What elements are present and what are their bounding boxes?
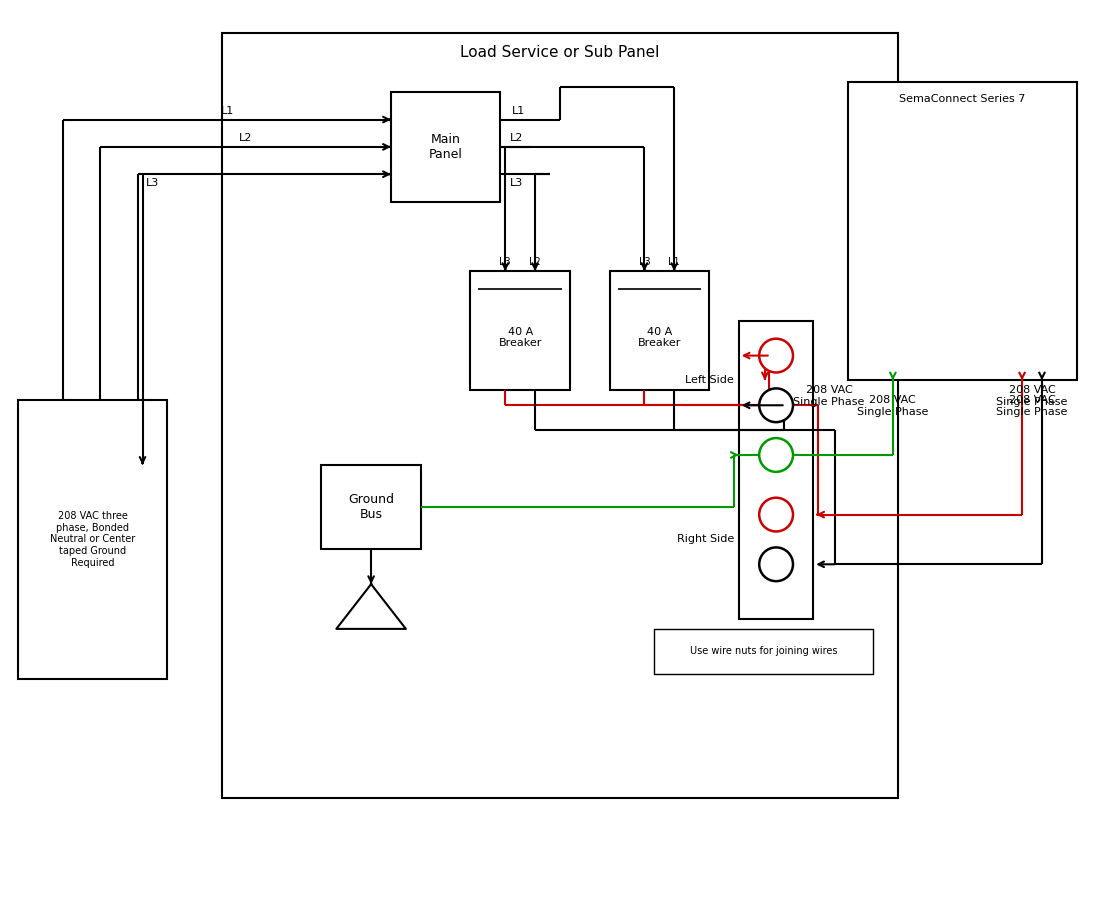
Circle shape [759, 389, 793, 422]
Circle shape [759, 438, 793, 472]
Bar [19, 400, 167, 679]
Text: L3: L3 [510, 178, 524, 188]
Text: 40 A
Breaker: 40 A Breaker [498, 327, 542, 348]
Text: 208 VAC
Single Phase: 208 VAC Single Phase [793, 385, 865, 407]
Bar [471, 271, 570, 391]
Bar [222, 32, 898, 797]
Bar [654, 629, 873, 673]
Text: L2: L2 [239, 133, 252, 143]
Text: L3: L3 [639, 257, 650, 267]
Text: L1: L1 [220, 105, 233, 115]
Bar [609, 271, 710, 391]
Text: L2: L2 [529, 257, 541, 267]
Text: 40 A
Breaker: 40 A Breaker [638, 327, 681, 348]
Text: L3: L3 [145, 178, 158, 188]
Text: L1: L1 [669, 257, 680, 267]
Text: SemaConnect Series 7: SemaConnect Series 7 [900, 94, 1025, 104]
Text: Main
Panel: Main Panel [429, 133, 463, 161]
Text: Right Side: Right Side [676, 535, 734, 544]
Text: 208 VAC
Single Phase: 208 VAC Single Phase [997, 385, 1068, 407]
Bar [848, 82, 1077, 381]
Bar [390, 92, 501, 202]
Circle shape [759, 547, 793, 581]
Text: Ground
Bus: Ground Bus [348, 493, 394, 521]
Text: L3: L3 [499, 257, 512, 267]
Text: Load Service or Sub Panel: Load Service or Sub Panel [460, 44, 660, 59]
Text: 208 VAC three
phase, Bonded
Neutral or Center
taped Ground
Required: 208 VAC three phase, Bonded Neutral or C… [51, 511, 135, 568]
Text: 208 VAC
Single Phase: 208 VAC Single Phase [997, 395, 1068, 417]
Text: 208 VAC
Single Phase: 208 VAC Single Phase [857, 395, 928, 417]
Bar [321, 465, 421, 549]
Text: Use wire nuts for joining wires: Use wire nuts for joining wires [690, 646, 837, 656]
Text: L1: L1 [512, 105, 525, 115]
Circle shape [759, 498, 793, 532]
Text: L2: L2 [510, 133, 524, 143]
Text: Left Side: Left Side [685, 375, 734, 385]
Circle shape [759, 338, 793, 373]
Bar [739, 320, 813, 619]
